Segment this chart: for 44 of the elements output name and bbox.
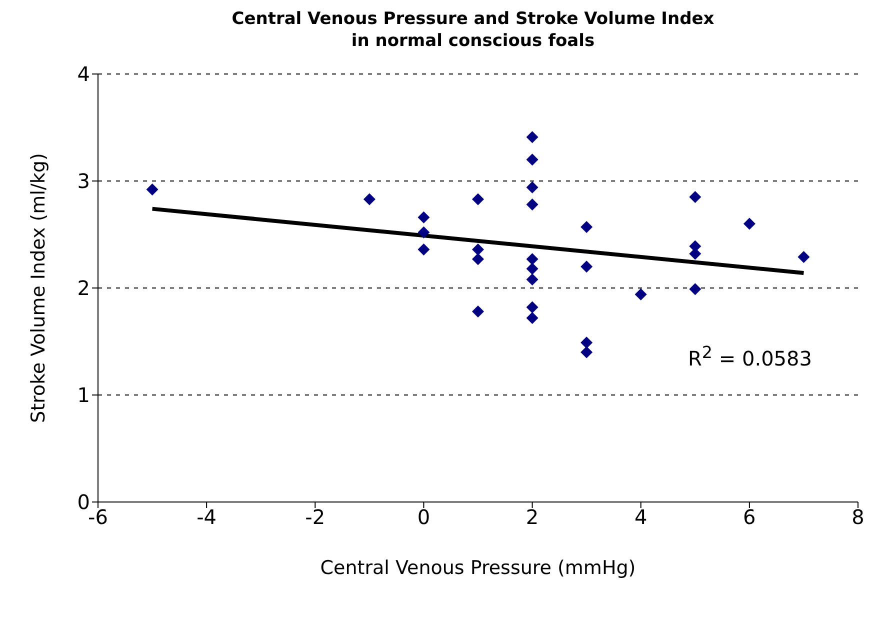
x-tick-label: 6 <box>743 505 756 530</box>
point <box>146 184 158 196</box>
point <box>472 306 484 318</box>
point <box>526 198 538 211</box>
point <box>526 301 538 314</box>
point <box>526 131 538 144</box>
point <box>526 312 538 324</box>
chart-title: Central Venous Pressure and Stroke Volume Index in normal conscious foals <box>230 8 716 52</box>
y-tick-label: 1 <box>77 383 90 408</box>
point <box>472 243 484 256</box>
point <box>798 250 810 263</box>
x-tick-label: -2 <box>305 505 326 530</box>
point <box>526 154 538 166</box>
point <box>418 211 430 224</box>
point <box>580 346 593 358</box>
point <box>689 283 702 296</box>
y-tick-label: 3 <box>77 169 90 194</box>
y-tick-label: 0 <box>77 490 90 514</box>
point <box>418 243 430 256</box>
x-tick-label: -4 <box>196 505 217 530</box>
point <box>526 273 538 286</box>
x-tick-label: 2 <box>526 505 539 530</box>
point <box>363 193 376 206</box>
point <box>580 260 593 273</box>
x-tick-label: -6 <box>88 505 108 530</box>
x-axis-title: Central Venous Pressure (mmHg) <box>320 557 636 579</box>
point <box>743 218 756 230</box>
point <box>418 226 430 238</box>
point <box>472 253 484 266</box>
y-axis-title: Stroke Volume Index (ml/kg) <box>28 153 50 423</box>
annotation: R$^{2}$ = 0.0583 <box>688 343 812 371</box>
point <box>526 262 538 275</box>
point <box>689 191 702 204</box>
y-tick-label: 4 <box>77 62 90 86</box>
x-tick-label: 8 <box>852 505 864 530</box>
point <box>580 336 593 349</box>
point <box>580 221 593 234</box>
x-tick-label: 4 <box>634 505 648 530</box>
y-tick-label: 2 <box>77 276 90 300</box>
point <box>472 193 484 206</box>
x-tick-label: 0 <box>417 505 430 530</box>
point <box>526 253 538 266</box>
point <box>526 181 538 194</box>
point <box>634 288 647 300</box>
